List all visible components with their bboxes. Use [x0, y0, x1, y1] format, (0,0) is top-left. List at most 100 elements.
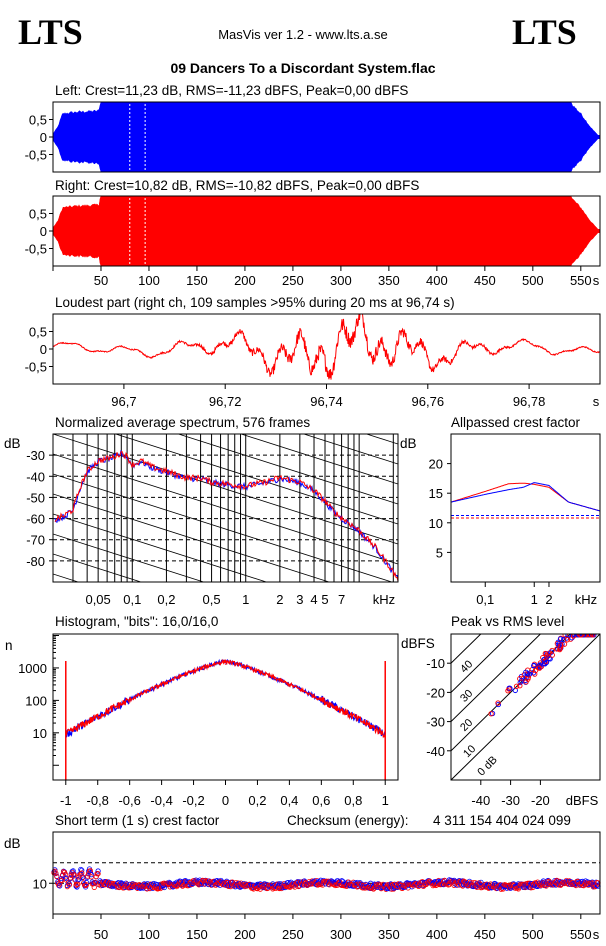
slope-line	[53, 493, 331, 582]
peak-vs-rms-plot: 40 30 20 100 dB -10 -20 -30 -40 -40 -30 -20 dBFS	[426, 633, 601, 808]
y-tick-label: -10	[426, 656, 445, 671]
x-tick-label: 500	[522, 927, 544, 942]
crest-point-right	[75, 881, 81, 887]
histogram-left-line	[65, 658, 386, 738]
x-tick-label: 150	[186, 273, 208, 288]
peak-rms-point-right	[589, 634, 596, 638]
slope-line	[53, 453, 398, 565]
y-tick-label: 10	[33, 726, 47, 741]
loudest-title: Loudest part (right ch, 109 samples >95%…	[55, 295, 455, 310]
x-tick-label: 96,7	[111, 394, 136, 409]
x-tick-label: -0,6	[118, 793, 140, 808]
y-tick-label: 10	[33, 876, 47, 891]
x-tick-label: 5	[321, 592, 328, 607]
slope-line	[53, 553, 143, 582]
x-tick-label: 96,78	[513, 394, 546, 409]
y-tick-label: -0,5	[25, 360, 47, 375]
peak-rms-point-right	[517, 683, 523, 689]
x-tick-label: 96,72	[209, 394, 242, 409]
crest-point-left	[454, 882, 460, 888]
peak-rms-point-right	[513, 683, 520, 689]
waveform-area	[52, 195, 601, 267]
slope-line	[53, 533, 205, 582]
x-tick-label: 350	[378, 927, 400, 942]
y-tick-label: 15	[429, 486, 443, 501]
x-tick-label: 350	[378, 273, 400, 288]
x-tick-label: -20	[531, 793, 550, 808]
x-tick-label: 100	[138, 927, 160, 942]
histogram-title: Histogram, "bits": 16,0/16,0	[55, 614, 218, 629]
peak-rms-point-left	[580, 634, 587, 638]
crest-diagonal	[451, 634, 482, 664]
spectrum-right-line	[54, 450, 398, 582]
peak-rms-point-left	[557, 636, 564, 642]
x-tick-label: 7	[338, 592, 345, 607]
spectrum-grid	[53, 434, 398, 704]
slope-line	[53, 573, 80, 582]
x-tick-label: 4	[310, 592, 317, 607]
y-tick-label: 20	[429, 457, 443, 472]
peak-rms-point-right	[554, 646, 560, 652]
x-tick-label: 0,2	[157, 592, 175, 607]
x-tick-label: -0,2	[182, 793, 204, 808]
histogram-plot: 10 100 1000 -1 -0,8 -0,6 -0,4 -0,2 0 0,2 0,4 0,6 0,8…	[18, 633, 399, 808]
crest-point-right	[53, 870, 59, 876]
spectrum-plot: -30 -40 -50 -60 -70 -80 0,05 0,1 0,2 0,5 1 2 3 4 5 7 kHz	[26, 433, 399, 704]
x-tick-label: 3	[296, 592, 303, 607]
waveform-area	[52, 101, 601, 173]
logo-left: LTS	[18, 12, 83, 52]
peak-rms-point-right	[523, 679, 529, 685]
crest-point-right	[59, 877, 65, 884]
y-tick-label: 100	[25, 693, 47, 708]
peak-rms-diagonals: 40 30 20 100 dB	[451, 634, 600, 780]
x-tick-label: 1	[531, 592, 538, 607]
allpass-ylabel: dB	[400, 436, 417, 451]
y-tick-label: -30	[26, 448, 45, 463]
allpass-title: Allpassed crest factor	[451, 415, 581, 430]
x-tick-label: 0,1	[123, 592, 141, 607]
file-title: 09 Dancers To a Discordant System.flac	[170, 60, 435, 76]
x-tick-label: 0,5	[203, 592, 221, 607]
x-tick-label: -0,4	[150, 793, 172, 808]
crest-diagonal	[451, 634, 600, 780]
peak-rms-point-left	[548, 649, 554, 655]
checksum-label: Checksum (energy):	[287, 813, 409, 828]
crest-point-left	[62, 875, 69, 881]
x-tick-label: 0,05	[85, 592, 110, 607]
spectrum-left-line	[54, 450, 398, 580]
crest-point-left	[95, 868, 101, 874]
crest-diagonal-label: 10	[461, 743, 478, 760]
crest-point-right	[556, 882, 562, 888]
peak-rms-point-right	[533, 667, 539, 673]
x-tick-label: -30	[501, 793, 520, 808]
y-tick-label: 10	[429, 516, 443, 531]
crest-point-left	[567, 881, 573, 887]
x-tick-label: 450	[474, 927, 496, 942]
peak-rms-point-left	[565, 634, 571, 638]
crest-diagonal-label: 30	[458, 688, 475, 705]
allpass-left-line	[450, 482, 601, 512]
plot-frame	[52, 831, 601, 915]
crest-point-left	[57, 883, 63, 889]
crest-point-right	[403, 881, 409, 887]
crest-point-right	[95, 871, 101, 877]
slope-line	[53, 594, 398, 704]
y-tick-label: 0	[40, 342, 47, 357]
slope-line	[53, 473, 394, 582]
crest-point-left	[79, 867, 85, 873]
crest-point-right	[83, 882, 90, 888]
y-tick-label: 0,5	[29, 325, 47, 340]
crest-diagonal-label: 40	[458, 658, 475, 675]
plot-frame	[52, 633, 399, 781]
crest-point-left	[74, 884, 80, 890]
y-tick-label: -60	[26, 512, 45, 527]
peak-rms-point-right	[568, 636, 574, 642]
peak-rms-point-left	[543, 659, 550, 665]
x-tick-label: -40	[471, 793, 490, 808]
plot-frame	[52, 433, 399, 583]
peak-rms-point-right	[549, 652, 555, 658]
peak-rms-point-left	[524, 671, 531, 677]
x-tick-label: 450	[474, 273, 496, 288]
x-tick-label: 200	[234, 273, 256, 288]
crest-point-right	[88, 874, 94, 880]
